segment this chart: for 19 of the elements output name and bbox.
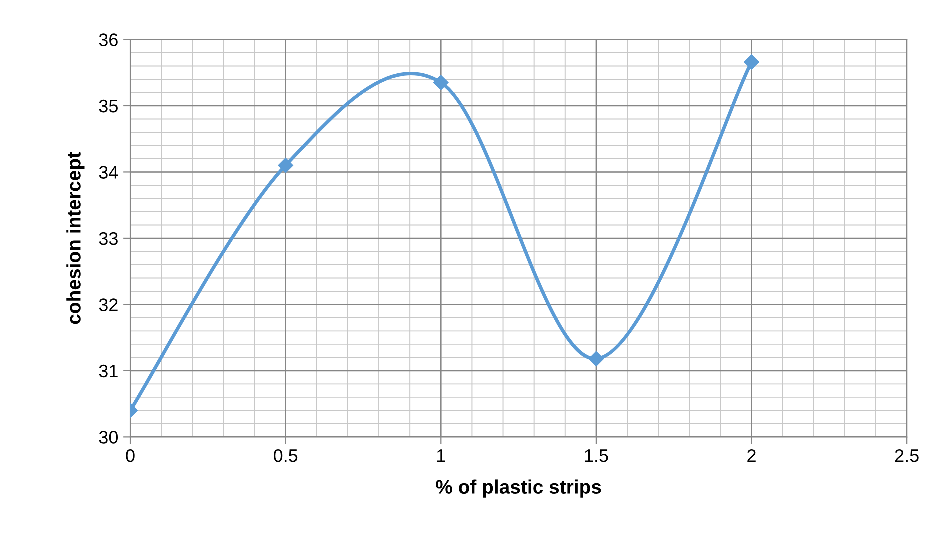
y-axis-title: cohesion intercept [66, 152, 85, 324]
x-tick-label: 1 [438, 450, 446, 462]
x-tick-label: 2.5 [895, 449, 919, 462]
y-tick-label: 36 [99, 34, 118, 46]
y-tick-label: 34 [99, 166, 118, 179]
point [278, 158, 294, 174]
y-tick-label: 33 [99, 232, 118, 246]
point [434, 75, 449, 90]
y-tick-label: 35 [99, 100, 118, 113]
y-tick-label: 31 [99, 364, 118, 378]
x-tick-label: 1.5 [585, 450, 608, 462]
y-tick-label: 32 [99, 298, 118, 312]
x-tick-label: 2 [748, 449, 756, 462]
point [744, 54, 760, 70]
y-tick-label: 30 [99, 431, 118, 444]
x-tick-label: 0 [126, 449, 135, 462]
x-tick-label: 0.5 [274, 449, 298, 462]
point [588, 351, 604, 367]
x-axis-title: % of plastic strips [436, 480, 602, 498]
